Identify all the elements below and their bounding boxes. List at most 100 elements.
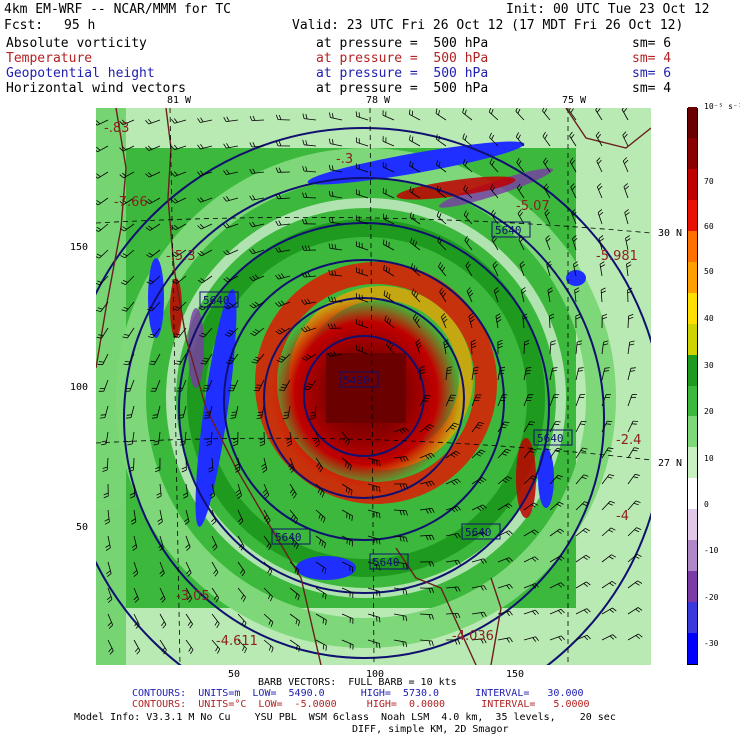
wind-barb-shaft <box>622 160 629 173</box>
wind-barb-flag <box>209 492 215 496</box>
wind-barb-flag <box>456 478 461 483</box>
wind-barb-shaft <box>179 353 187 365</box>
wind-barb-flag <box>313 437 319 442</box>
wind-barb-flag <box>438 135 441 141</box>
wind-barb-shaft <box>230 353 239 365</box>
wind-barb-flag <box>123 363 129 365</box>
wind-barb-flag <box>531 530 536 535</box>
wind-barb-shaft <box>185 561 192 573</box>
wind-barb-flag <box>546 237 551 242</box>
wind-barb-flag <box>319 467 324 473</box>
wind-barb-shaft <box>627 342 631 355</box>
wind-barb-shaft <box>436 164 447 173</box>
wind-barb-flag <box>600 264 606 268</box>
wind-barb-flag <box>465 212 469 218</box>
wind-barb-flag <box>249 276 254 281</box>
wind-barb-flag <box>330 323 334 329</box>
lon-label-75w: 75 W <box>562 95 587 106</box>
wind-barb-shaft <box>252 223 265 228</box>
wind-barb-flag <box>96 226 102 231</box>
wind-barb-shaft <box>174 145 187 151</box>
wind-barb-flag <box>266 520 271 525</box>
wind-barb-flag <box>172 280 177 284</box>
wind-barb-flag <box>431 588 435 594</box>
wind-barb-flag <box>435 108 438 114</box>
wind-barb-flag <box>557 557 562 561</box>
wind-barb-flag <box>416 318 420 324</box>
wind-barb-flag <box>426 425 432 430</box>
wind-barb-shaft <box>575 474 585 485</box>
wind-barb-shaft <box>549 608 562 615</box>
wind-barb-flag <box>598 211 604 216</box>
wind-barb-shaft <box>544 213 551 225</box>
wind-barb-flag <box>253 359 259 362</box>
wind-barb-flag <box>130 495 135 499</box>
wind-barb-flag <box>388 267 390 274</box>
wind-barb-shaft <box>367 509 380 514</box>
wind-barb-flag <box>213 569 217 574</box>
wind-barb-flag <box>625 238 631 242</box>
wind-barb-shaft <box>445 613 459 615</box>
wind-barb-shaft <box>367 613 380 618</box>
wind-barb-shaft <box>382 192 395 199</box>
wind-barb-shaft <box>523 421 531 433</box>
wind-barb-flag <box>252 221 256 227</box>
wind-barb-flag <box>547 263 552 268</box>
wind-barb-flag <box>155 469 161 473</box>
wind-barb-shaft <box>549 315 551 329</box>
wind-barb-flag <box>145 146 150 151</box>
field-smooth-height: sm= 6 <box>632 66 672 81</box>
wind-barb-flag <box>102 466 108 469</box>
wind-barb-flag <box>226 143 230 148</box>
wind-barb-shaft <box>289 457 295 470</box>
wind-barb-flag <box>427 454 433 459</box>
wind-barbs <box>96 108 643 655</box>
wind-barb-shaft <box>445 533 458 537</box>
wind-barb-flag <box>208 466 213 470</box>
height-label: 5640 <box>495 224 522 237</box>
wind-barb-shaft <box>341 639 354 646</box>
wind-barb-shaft <box>107 535 111 548</box>
wind-barb-shaft <box>436 190 447 199</box>
wind-barb-shaft <box>159 639 167 651</box>
wind-barb-flag <box>602 313 608 317</box>
wind-barb-flag <box>637 607 643 611</box>
wind-barb-flag <box>387 342 392 348</box>
wind-barb-flag <box>199 224 205 229</box>
wind-barb-shaft <box>152 327 161 339</box>
wind-barb-flag <box>379 461 381 467</box>
y-tick-100: 100 <box>70 382 89 393</box>
wind-barb-flag <box>124 361 130 363</box>
wind-barb-flag <box>483 585 487 591</box>
wind-barb-flag <box>173 118 178 123</box>
wind-barb-shaft <box>153 353 161 365</box>
wind-barb-flag <box>505 504 510 509</box>
wind-barb-flag <box>429 424 434 428</box>
wind-barb-flag <box>119 228 125 232</box>
wind-barb-flag <box>275 114 279 120</box>
wind-barb-flag <box>470 339 476 343</box>
field-pressure-temperature: at pressure = 500 hPa <box>316 51 489 66</box>
wind-barb-shaft <box>155 379 161 392</box>
wind-barb-flag <box>509 584 513 589</box>
wind-barb-flag <box>492 261 497 266</box>
wind-barb-shaft <box>575 554 587 563</box>
wind-barb-shaft <box>409 191 421 199</box>
wind-barb-shaft <box>522 316 525 329</box>
wind-barb-shaft <box>341 587 354 594</box>
wind-barb-flag <box>595 131 600 136</box>
field-pressure-wind: at pressure = 500 hPa <box>316 81 489 96</box>
wind-barb-flag <box>276 359 282 363</box>
wind-barb-shaft <box>97 145 109 153</box>
wind-barb-flag <box>173 198 179 203</box>
wind-barb-flag <box>438 110 440 116</box>
wind-barb-shaft <box>596 186 603 199</box>
wind-barb-shaft <box>278 301 291 307</box>
wind-barb-shaft <box>211 509 217 522</box>
wind-barb-flag <box>402 536 405 542</box>
temperature-contour-info: CONTOURS: UNITS=°C LOW= -5.0000 HIGH= 0.… <box>132 699 590 710</box>
wind-barb-flag <box>612 607 617 612</box>
wind-barb-shaft <box>600 289 603 303</box>
wind-barb-flag <box>188 598 193 603</box>
wind-barb-flag <box>149 333 155 336</box>
